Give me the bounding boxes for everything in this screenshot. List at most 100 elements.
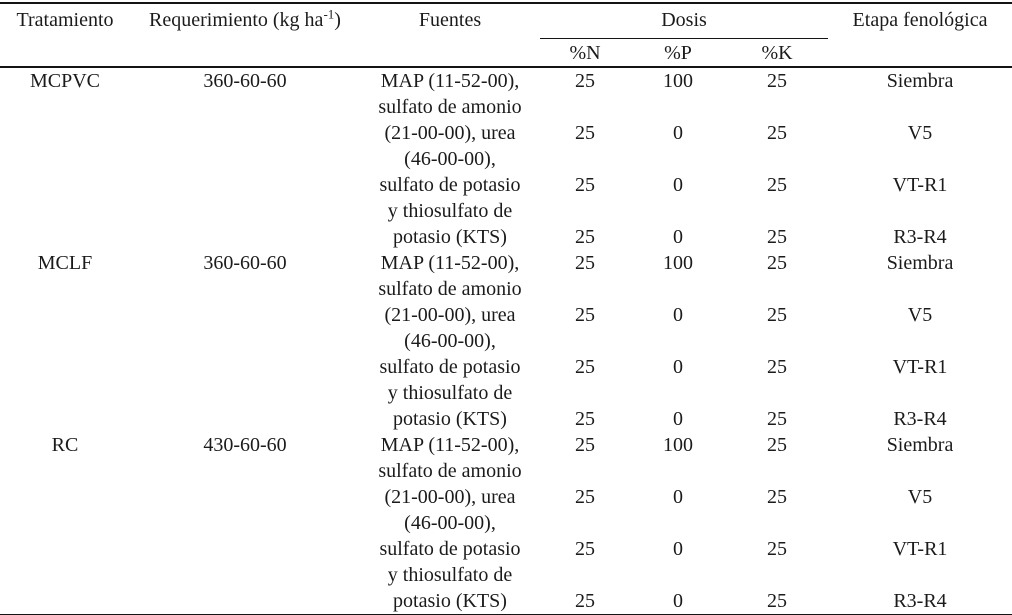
etapa-cell-empty [828, 94, 1012, 120]
dosis-n-cell: 25 [575, 434, 595, 456]
etapa-cell: V5 [907, 486, 933, 508]
fuentes-line-cell: MAP (11-52-00), [380, 70, 520, 92]
dosis-p-cell-empty [630, 328, 726, 354]
dosis-n-cell-empty [540, 328, 630, 354]
dosis-k-cell-empty [726, 380, 828, 406]
table-row: (21-00-00), urea 25 0 25 V5 [0, 302, 1012, 328]
dosis-k-cell: 25 [767, 408, 787, 430]
etapa-cell: V5 [907, 304, 933, 326]
dosis-n-cell-empty [540, 94, 630, 120]
col-header-percent-n: %N [569, 41, 601, 64]
requirement-cell: 360-60-60 [203, 70, 287, 92]
etapa-cell: R3-R4 [893, 226, 947, 248]
fuentes-line-cell: sulfato de potasio [379, 174, 521, 196]
col-header-dosis-group: Dosis [540, 3, 829, 39]
table-row: sulfato de potasio 25 0 25 VT-R1 [0, 536, 1012, 562]
dosis-p-cell: 0 [673, 356, 683, 378]
fuentes-line-cell: potasio (KTS) [393, 226, 507, 248]
dosis-k-cell: 25 [767, 226, 787, 248]
table-row: (21-00-00), urea 25 0 25 V5 [0, 120, 1012, 146]
fuentes-line-cell: sulfato de amonio [378, 278, 522, 300]
dosis-n-cell: 25 [575, 486, 595, 508]
table-row: potasio (KTS) 25 0 25 R3-R4 [0, 406, 1012, 432]
dosis-n-cell: 25 [575, 538, 595, 560]
etapa-cell: VT-R1 [892, 174, 948, 196]
dosis-p-cell: 0 [673, 122, 683, 144]
dosis-k-cell: 25 [767, 486, 787, 508]
dosis-k-cell-empty [726, 146, 828, 172]
etapa-cell-empty [828, 328, 1012, 354]
fuentes-line-cell: y thiosulfato de [387, 200, 513, 222]
fuentes-line-cell: MAP (11-52-00), [380, 434, 520, 456]
dosis-p-cell: 0 [673, 486, 683, 508]
col-header-tratamiento: Tratamiento [16, 9, 114, 31]
dosis-p-cell: 0 [673, 538, 683, 560]
table-row: y thiosulfato de [0, 380, 1012, 406]
fuentes-line-cell: potasio (KTS) [393, 590, 507, 612]
treatment-cell: RC [51, 434, 79, 456]
dosis-p-cell: 0 [673, 174, 683, 196]
table-row: MCPVC 360-60-60 MAP (11-52-00), 25 100 25 Siem… [0, 67, 1012, 94]
dosis-p-cell: 100 [663, 252, 693, 274]
table-row: (21-00-00), urea 25 0 25 V5 [0, 484, 1012, 510]
dosis-n-cell: 25 [575, 226, 595, 248]
dosis-p-cell: 0 [673, 408, 683, 430]
dosis-k-cell: 25 [767, 538, 787, 560]
table-body: MCPVC 360-60-60 MAP (11-52-00), 25 100 25 Siem… [0, 67, 1012, 615]
table-row: sulfato de potasio 25 0 25 VT-R1 [0, 354, 1012, 380]
dosis-k-cell-empty [726, 510, 828, 536]
etapa-cell: R3-R4 [893, 408, 947, 430]
dosis-k-cell-empty [726, 458, 828, 484]
table-row: sulfato de amonio [0, 276, 1012, 302]
dosis-n-cell: 25 [575, 174, 595, 196]
col-header-percent-p: %P [664, 41, 692, 64]
fuentes-line-cell: sulfato de amonio [378, 460, 522, 482]
fuentes-line-cell: y thiosulfato de [387, 564, 513, 586]
dosis-p-cell: 0 [673, 590, 683, 612]
etapa-cell: R3-R4 [893, 590, 947, 612]
table-row: (46-00-00), [0, 146, 1012, 172]
etapa-cell-empty [828, 146, 1012, 172]
col-header-requerimiento: Requerimiento (kg ha-1) [130, 3, 360, 67]
fuentes-line-cell: MAP (11-52-00), [380, 252, 520, 274]
dosis-k-cell: 25 [767, 304, 787, 326]
etapa-cell: VT-R1 [892, 538, 948, 560]
requerimiento-label-prefix: Requerimiento (kg ha [149, 9, 324, 31]
etapa-cell-empty [828, 458, 1012, 484]
etapa-cell: Siembra [886, 70, 954, 92]
fuentes-line-cell: (46-00-00), [404, 148, 496, 170]
fuentes-line-cell: (21-00-00), urea [384, 122, 516, 144]
dosis-n-cell: 25 [575, 590, 595, 612]
table-row: RC 430-60-60 MAP (11-52-00), 25 100 25 Siembra [0, 432, 1012, 458]
etapa-cell-empty [828, 510, 1012, 536]
treatment-cell: MCPVC [29, 70, 101, 92]
dosis-p-cell-empty [630, 380, 726, 406]
dosis-k-cell: 25 [767, 122, 787, 144]
dosis-k-cell: 25 [767, 590, 787, 612]
etapa-cell-empty [828, 380, 1012, 406]
dosis-k-cell-empty [726, 94, 828, 120]
dosis-p-cell: 100 [663, 70, 693, 92]
dosis-n-cell-empty [540, 458, 630, 484]
dosis-n-cell-empty [540, 380, 630, 406]
dosis-p-cell-empty [630, 562, 726, 588]
fuentes-line-cell: potasio (KTS) [393, 408, 507, 430]
dosis-p-cell-empty [630, 510, 726, 536]
requerimiento-label-suffix: ) [334, 9, 341, 31]
table-row: (46-00-00), [0, 510, 1012, 536]
dosis-p-cell: 100 [663, 434, 693, 456]
table-row: y thiosulfato de [0, 198, 1012, 224]
table-row: sulfato de amonio [0, 458, 1012, 484]
dosis-n-cell: 25 [575, 70, 595, 92]
dosis-p-cell: 0 [673, 304, 683, 326]
etapa-cell: VT-R1 [892, 356, 948, 378]
fuentes-line-cell: (46-00-00), [404, 512, 496, 534]
dosis-k-cell-empty [726, 562, 828, 588]
dosis-p-cell-empty [630, 146, 726, 172]
fuentes-line-cell: sulfato de potasio [379, 356, 521, 378]
dosis-p-cell-empty [630, 94, 726, 120]
table-row: MCLF 360-60-60 MAP (11-52-00), 25 100 25 Siemb… [0, 250, 1012, 276]
dosis-k-cell: 25 [767, 174, 787, 196]
